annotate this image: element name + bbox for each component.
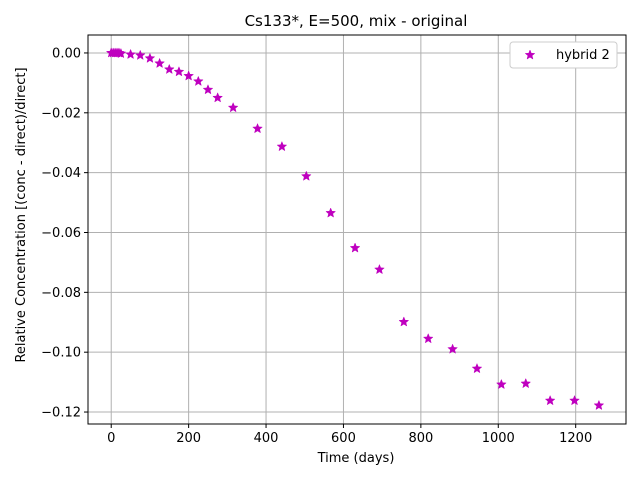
data-point — [374, 263, 385, 275]
data-point — [325, 207, 337, 218]
y-tick-label: 0.00 — [52, 46, 81, 61]
data-point — [471, 362, 483, 374]
data-point — [173, 66, 185, 77]
x-tick-label: 1000 — [482, 431, 515, 446]
x-tick-label: 200 — [176, 431, 201, 446]
data-point — [300, 170, 312, 181]
data-point — [520, 377, 532, 389]
data-point — [154, 57, 165, 69]
legend-box — [509, 41, 618, 69]
data-point — [134, 49, 146, 60]
data-point — [422, 333, 434, 344]
chart-title: Cs133*, E=500, mix - original — [245, 12, 468, 30]
plot-frame — [87, 34, 627, 425]
data-point — [447, 343, 458, 354]
data-point — [192, 75, 204, 86]
axis-ticks: 0 200 400 600 800 1000 1200 0.00 −0.02 −0.04 −0.06… — [41, 46, 592, 446]
x-tick-label: 600 — [331, 431, 356, 446]
y-tick-label: −0.04 — [41, 166, 81, 181]
data-point — [202, 84, 214, 95]
legend: hybrid 2 — [509, 41, 618, 69]
data-point — [398, 316, 410, 327]
data-point — [115, 47, 127, 59]
x-tick-label: 0 — [107, 431, 115, 446]
y-axis-label: Relative Concentration [(conc - direct)/… — [14, 67, 29, 362]
data-point — [125, 48, 136, 60]
legend-marker-star-icon — [524, 49, 536, 60]
data-point — [163, 63, 175, 75]
data-point — [227, 102, 239, 113]
grid — [88, 35, 626, 424]
data-points — [105, 47, 605, 411]
x-axis-label: Time (days) — [317, 451, 395, 466]
data-point — [276, 140, 288, 152]
data-point — [569, 394, 580, 406]
x-tick-label: 800 — [408, 431, 433, 446]
y-tick-label: −0.10 — [41, 346, 81, 361]
data-point — [349, 242, 361, 253]
y-tick-label: −0.12 — [41, 406, 81, 421]
data-point — [252, 122, 263, 134]
data-point — [495, 378, 507, 390]
data-point — [183, 70, 195, 81]
data-point — [593, 399, 605, 411]
y-tick-label: −0.08 — [41, 286, 81, 301]
y-tick-label: −0.02 — [41, 106, 81, 121]
data-point — [544, 394, 556, 406]
data-point — [212, 92, 224, 103]
x-tick-label: 1200 — [559, 431, 592, 446]
y-tick-label: −0.06 — [41, 226, 81, 241]
legend-label: hybrid 2 — [556, 48, 610, 63]
x-tick-label: 400 — [254, 431, 279, 446]
data-point — [144, 52, 156, 63]
